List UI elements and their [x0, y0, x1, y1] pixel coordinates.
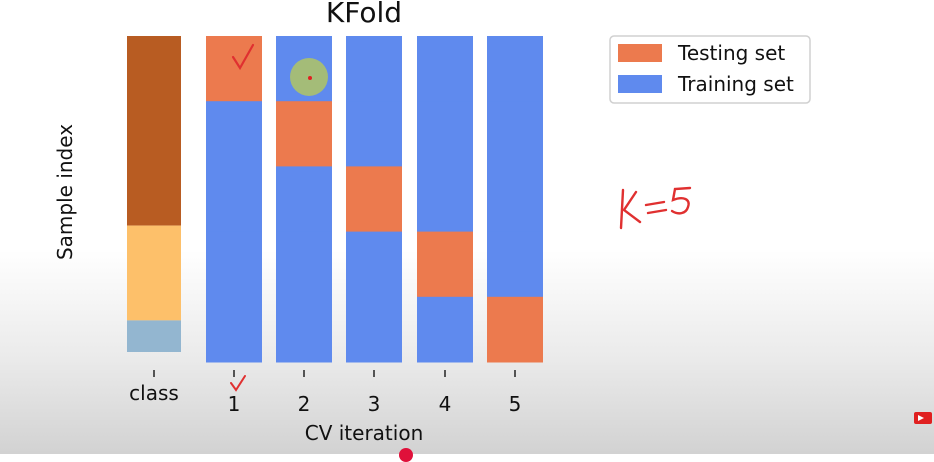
testing-set-segment — [487, 296, 543, 363]
x-tick-label: 2 — [298, 392, 311, 416]
recording-dot-icon — [399, 448, 413, 462]
training-set-segment — [206, 166, 262, 233]
x-axis-label: CV iteration — [305, 421, 424, 445]
legend-swatch — [618, 44, 662, 62]
training-set-segment — [417, 36, 473, 102]
class-group-segment — [127, 36, 181, 226]
hw-k-arms — [622, 190, 642, 224]
hw-equals-bottom — [646, 208, 668, 215]
handwritten-k-equals-5 — [619, 186, 692, 230]
y-axis-label: Sample index — [53, 124, 77, 260]
training-set-segment — [417, 296, 473, 363]
training-set-segment — [346, 101, 402, 167]
legend-label: Training set — [677, 72, 794, 96]
training-set-segment — [346, 36, 402, 102]
legend: Testing set Training set — [609, 35, 811, 104]
testing-set-segment — [346, 166, 402, 233]
youtube-badge-icon — [914, 412, 932, 424]
hw-five — [670, 186, 692, 215]
x-tick-label: 1 — [228, 392, 241, 416]
x-tick-label: 5 — [509, 392, 522, 416]
x-tick-label: class — [129, 381, 179, 405]
pointer-dot — [308, 76, 312, 80]
training-set-segment — [276, 166, 332, 233]
x-ticks-group: class 1 2 3 4 5 — [129, 370, 521, 416]
training-set-segment — [206, 296, 262, 363]
checkmark-annotation-tick — [230, 375, 246, 392]
training-set-segment — [346, 296, 402, 363]
bars-group — [127, 36, 543, 363]
training-set-segment — [276, 296, 332, 363]
training-set-segment — [487, 231, 543, 298]
training-set-segment — [417, 166, 473, 233]
training-set-segment — [276, 231, 332, 298]
training-set-segment — [487, 101, 543, 167]
checkmark-annotation — [231, 43, 255, 71]
training-set-segment — [487, 166, 543, 233]
annotations — [230, 43, 692, 392]
training-set-segment — [206, 101, 262, 167]
testing-set-segment — [276, 101, 332, 167]
x-tick-label: 4 — [439, 392, 452, 416]
class-group-segment — [127, 320, 181, 352]
training-set-segment — [487, 36, 543, 102]
hw-k-stem — [619, 188, 625, 230]
legend-label: Testing set — [677, 41, 785, 65]
hw-equals-top — [644, 200, 666, 207]
testing-set-segment — [417, 231, 473, 298]
legend-swatch — [618, 75, 662, 93]
training-set-segment — [346, 231, 402, 298]
chart-title: KFold — [326, 0, 402, 29]
class-group-segment — [127, 225, 181, 321]
training-set-segment — [417, 101, 473, 167]
training-set-segment — [206, 231, 262, 298]
x-tick-label: 3 — [368, 392, 381, 416]
